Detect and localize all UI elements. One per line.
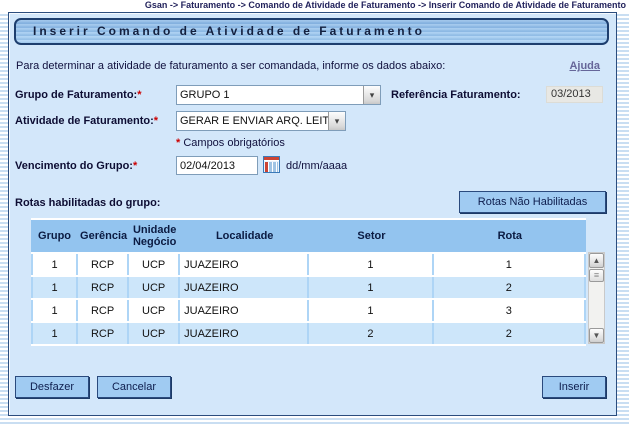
required-fields-note: * Campos obrigatórios: [176, 137, 285, 149]
table-cell: 1: [434, 254, 586, 275]
table-cell: RCP: [78, 254, 130, 275]
help-link[interactable]: Ajuda: [569, 60, 600, 72]
table-cell: 1: [31, 254, 79, 275]
table-row: 1 RCP UCP JUAZEIRO 1 3: [31, 300, 586, 321]
date-format-hint: dd/mm/aaaa: [286, 160, 348, 172]
table-cell: RCP: [78, 300, 130, 321]
chevron-down-icon[interactable]: ▾: [328, 112, 345, 130]
scroll-down-icon[interactable]: ▼: [589, 328, 604, 343]
table-cell: 3: [434, 300, 586, 321]
main-panel: Inserir Comando de Atividade de Faturame…: [8, 12, 617, 416]
table-cell: JUAZEIRO: [180, 323, 310, 344]
table-cell: UCP: [129, 300, 181, 321]
breadcrumb[interactable]: Gsan -> Faturamento -> Comando de Ativid…: [0, 0, 629, 12]
rotas-nao-habilitadas-button[interactable]: Rotas Não Habilitadas: [459, 191, 606, 213]
rotas-table-body: 1 RCP UCP JUAZEIRO 1 1 1 RCP UCP JUAZEIRO 1 2 1 RCP UC…: [31, 254, 586, 344]
cancelar-button[interactable]: Cancelar: [97, 376, 171, 398]
referencia-faturamento-value: 03/2013: [546, 86, 603, 103]
calendar-icon[interactable]: [263, 156, 280, 173]
table-cell: UCP: [129, 254, 181, 275]
table-cell: 1: [309, 254, 434, 275]
table-cell: 2: [309, 323, 434, 344]
desfazer-button[interactable]: Desfazer: [15, 376, 89, 398]
atividade-faturamento-select[interactable]: GERAR E ENVIAR ARQ. LEIT ▾: [176, 111, 346, 131]
column-header: Rota: [433, 220, 586, 252]
grupo-faturamento-selected-value: GRUPO 1: [180, 89, 230, 101]
table-cell: RCP: [78, 323, 130, 344]
instruction-text: Para determinar a atividade de faturamen…: [16, 60, 446, 72]
table-cell: RCP: [78, 277, 130, 298]
required-asterisk: *: [132, 160, 138, 172]
page-title: Inserir Comando de Atividade de Faturame…: [14, 18, 609, 45]
table-cell: UCP: [129, 323, 181, 344]
table-cell: JUAZEIRO: [180, 277, 310, 298]
rotas-table: Grupo Gerência Unidade Negócio Localidade Se…: [31, 218, 586, 346]
table-row: 1 RCP UCP JUAZEIRO 1 1: [31, 254, 586, 275]
chevron-down-icon[interactable]: ▾: [363, 86, 380, 104]
table-cell: 1: [309, 300, 434, 321]
atividade-faturamento-label: Atividade de Faturamento:*: [15, 115, 159, 127]
table-cell: JUAZEIRO: [180, 300, 310, 321]
scrollbar-thumb[interactable]: ≡: [589, 269, 604, 282]
table-cell: UCP: [129, 277, 181, 298]
rotas-table-header-row: Grupo Gerência Unidade Negócio Localidade Se…: [31, 220, 586, 252]
table-row: 1 RCP UCP JUAZEIRO 1 2: [31, 277, 586, 298]
scroll-up-icon[interactable]: ▲: [589, 253, 604, 268]
table-row: 1 RCP UCP JUAZEIRO 2 2: [31, 323, 586, 344]
column-header: Grupo: [31, 220, 79, 252]
vencimento-grupo-input[interactable]: [176, 156, 258, 175]
grupo-faturamento-select[interactable]: GRUPO 1 ▾: [176, 85, 381, 105]
inserir-button[interactable]: Inserir: [542, 376, 606, 398]
column-header: Setor: [309, 220, 434, 252]
required-asterisk: *: [137, 89, 142, 101]
table-cell: JUAZEIRO: [180, 254, 310, 275]
vencimento-grupo-label: Vencimento do Grupo:*: [15, 160, 138, 172]
table-cell: 2: [434, 323, 586, 344]
table-cell: 1: [31, 323, 79, 344]
atividade-faturamento-selected-value: GERAR E ENVIAR ARQ. LEIT: [180, 115, 328, 127]
referencia-faturamento-label: Referência Faturamento:: [391, 89, 521, 101]
table-cell: 2: [434, 277, 586, 298]
table-scrollbar[interactable]: ▲ ≡ ▼: [588, 252, 605, 344]
required-asterisk: *: [153, 115, 159, 127]
column-header: Gerência: [78, 220, 130, 252]
rotas-habilitadas-label: Rotas habilitadas do grupo:: [15, 197, 161, 209]
table-cell: 1: [309, 277, 434, 298]
column-header: Unidade Negócio: [129, 220, 181, 252]
table-cell: 1: [31, 300, 79, 321]
table-cell: 1: [31, 277, 79, 298]
column-header: Localidade: [180, 220, 310, 252]
grupo-faturamento-label: Grupo de Faturamento:*: [15, 89, 142, 101]
